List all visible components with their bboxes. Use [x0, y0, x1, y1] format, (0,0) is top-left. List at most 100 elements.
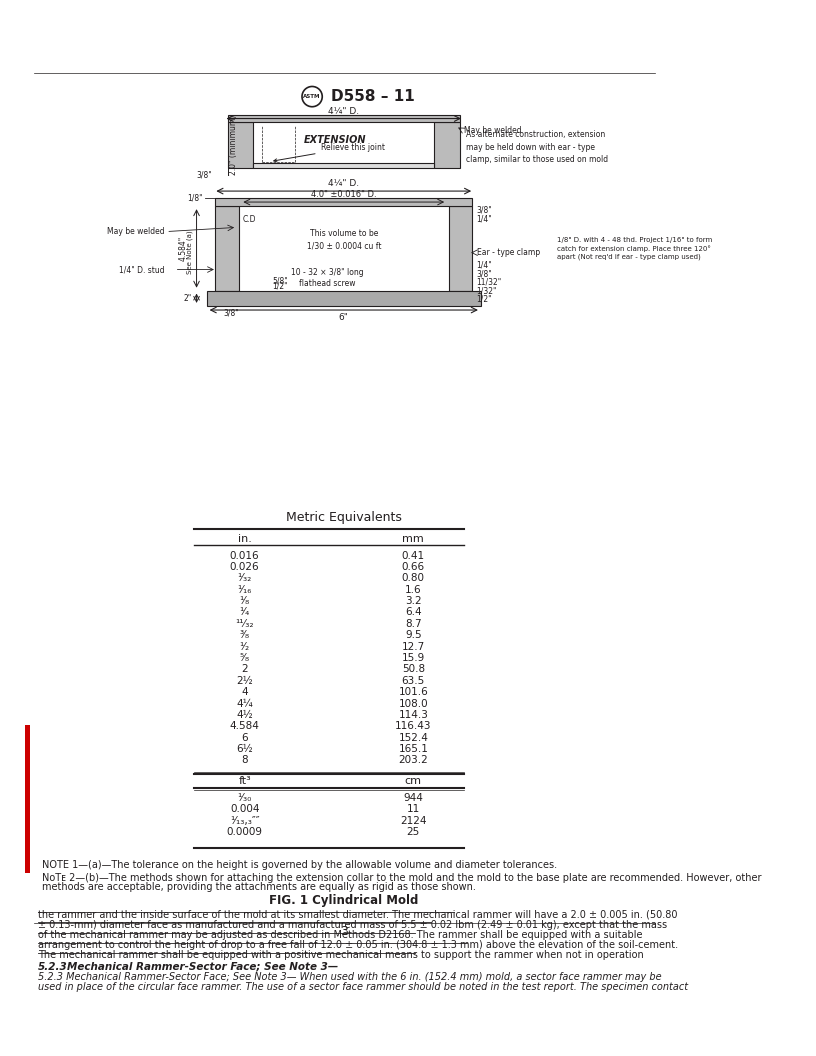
Text: 25: 25 — [406, 827, 420, 837]
Text: 6": 6" — [339, 314, 348, 322]
Bar — [434, 121, 459, 168]
Text: ASTM: ASTM — [304, 94, 321, 99]
Bar — [215, 206, 239, 290]
Text: ¹⁄₂: ¹⁄₂ — [240, 642, 250, 652]
Text: ft³: ft³ — [238, 776, 251, 786]
Text: EXTENSION: EXTENSION — [304, 135, 366, 146]
Text: 1/4" D. stud: 1/4" D. stud — [119, 265, 165, 275]
Text: 5.2.3 Mechanical Rammer-Sector Face; See Note 3— When used with the 6 in. (152.4: 5.2.3 Mechanical Rammer-Sector Face; See… — [38, 972, 662, 982]
Text: 4.584": 4.584" — [179, 235, 188, 261]
Text: See Note (a): See Note (a) — [187, 231, 193, 275]
Text: 1/8" D. with 4 - 48 thd. Project 1/16" to form
catch for extension clamp. Place : 1/8" D. with 4 - 48 thd. Project 1/16" t… — [557, 237, 712, 260]
Text: ¹⁄₄: ¹⁄₄ — [240, 607, 250, 618]
Text: 4¼" D.: 4¼" D. — [328, 107, 359, 116]
Text: 1.6: 1.6 — [405, 585, 422, 595]
Text: 114.3: 114.3 — [398, 710, 428, 720]
Text: 1/2": 1/2" — [273, 282, 288, 290]
Text: 4.0" ±0.016" D.: 4.0" ±0.016" D. — [311, 190, 376, 199]
Text: 0.41: 0.41 — [401, 550, 425, 561]
Text: Mechanical Rammer-Sector Face; See Note 3—: Mechanical Rammer-Sector Face; See Note … — [68, 962, 339, 972]
Bar — [25, 725, 29, 872]
Text: mm: mm — [402, 534, 424, 545]
Text: 4¼: 4¼ — [237, 699, 253, 709]
Text: 15.9: 15.9 — [401, 653, 425, 663]
Text: 203.2: 203.2 — [398, 755, 428, 766]
Text: 9.5: 9.5 — [405, 630, 422, 640]
Text: 8: 8 — [242, 755, 248, 766]
Text: The mechanical rammer shall be equipped with a positive mechanical means to supp: The mechanical rammer shall be equipped … — [38, 950, 644, 960]
Text: 1/2": 1/2" — [477, 295, 492, 303]
Text: 2.0" (minimum): 2.0" (minimum) — [229, 115, 238, 175]
Text: methods are acceptable, providing the attachments are equally as rigid as those : methods are acceptable, providing the at… — [42, 883, 476, 892]
Text: 3/8": 3/8" — [477, 206, 492, 215]
Text: D558 – 11: D558 – 11 — [330, 89, 415, 105]
Text: 116.43: 116.43 — [395, 721, 432, 732]
Text: 8.7: 8.7 — [405, 619, 422, 628]
Text: 5/8": 5/8" — [273, 276, 288, 285]
Text: Ear - type clamp: Ear - type clamp — [477, 248, 539, 258]
Text: ¹⁄₈: ¹⁄₈ — [240, 596, 250, 606]
Text: 3.2: 3.2 — [405, 596, 422, 606]
Text: As alternate construction, extension
may be held down with ear - type
clamp, sim: As alternate construction, extension may… — [467, 130, 609, 165]
Text: 152.4: 152.4 — [398, 733, 428, 742]
Text: 1/8": 1/8" — [187, 193, 202, 203]
Text: 2: 2 — [242, 664, 248, 675]
Text: 3: 3 — [340, 925, 348, 938]
Text: FIG. 1 Cylindrical Mold: FIG. 1 Cylindrical Mold — [269, 894, 419, 907]
Text: 1/32": 1/32" — [477, 286, 497, 295]
Text: 6.4: 6.4 — [405, 607, 422, 618]
Text: 5.2.3: 5.2.3 — [38, 962, 68, 972]
Text: 2½: 2½ — [237, 676, 253, 685]
Text: ⁵⁄₈: ⁵⁄₈ — [240, 653, 250, 663]
Text: Relieve this joint: Relieve this joint — [273, 143, 384, 162]
Text: ¹⁄₃₂: ¹⁄₃₂ — [237, 573, 252, 583]
Text: May be welded: May be welded — [107, 227, 165, 237]
Text: 4½: 4½ — [237, 710, 253, 720]
Text: Metric Equivalents: Metric Equivalents — [286, 511, 402, 524]
Text: NᴏTᴇ 2—(b)—The methods shown for attaching the extension collar to the mold and : NᴏTᴇ 2—(b)—The methods shown for attachi… — [42, 873, 761, 883]
Text: 6: 6 — [242, 733, 248, 742]
Bar — [215, 197, 472, 206]
Bar — [449, 206, 472, 290]
Text: 3/8": 3/8" — [197, 171, 213, 180]
Text: 6½: 6½ — [237, 744, 253, 754]
Text: 0.0009: 0.0009 — [227, 827, 263, 837]
Text: ¹⁄₁₃,₃″″: ¹⁄₁₃,₃″″ — [230, 816, 259, 826]
Bar — [253, 164, 434, 168]
Text: 11/32": 11/32" — [477, 278, 502, 286]
Text: 2": 2" — [184, 294, 192, 303]
Text: This volume to be
1/30 ± 0.0004 cu ft: This volume to be 1/30 ± 0.0004 cu ft — [307, 229, 381, 250]
Text: 4.584: 4.584 — [229, 721, 259, 732]
Text: arrangement to control the height of drop to a free fall of 12.0 ± 0.05 in. (304: arrangement to control the height of dro… — [38, 940, 678, 949]
Text: the rammer and the inside surface of the mold at its smallest diameter. The mech: the rammer and the inside surface of the… — [38, 909, 677, 920]
Bar — [206, 290, 481, 306]
Text: ¹¹⁄₃₂: ¹¹⁄₃₂ — [235, 619, 254, 628]
Text: 4: 4 — [242, 687, 248, 697]
Text: NOTE 1—(a)—The tolerance on the height is governed by the allowable volume and d: NOTE 1—(a)—The tolerance on the height i… — [42, 861, 557, 870]
Text: 0.80: 0.80 — [401, 573, 425, 583]
Text: cm: cm — [405, 776, 422, 786]
Text: 101.6: 101.6 — [398, 687, 428, 697]
Text: 3/8": 3/8" — [224, 308, 239, 318]
Text: 3/8": 3/8" — [477, 269, 492, 278]
Text: 11: 11 — [406, 805, 420, 814]
Text: 944: 944 — [403, 793, 424, 803]
Text: 165.1: 165.1 — [398, 744, 428, 754]
Text: 0.004: 0.004 — [230, 805, 259, 814]
Text: 2124: 2124 — [400, 816, 427, 826]
Text: C.D: C.D — [243, 214, 256, 224]
Text: 0.016: 0.016 — [230, 550, 259, 561]
Text: ¹⁄₁₆: ¹⁄₁₆ — [237, 585, 252, 595]
Text: 1/4": 1/4" — [477, 214, 492, 224]
Text: ¹⁄₃₀: ¹⁄₃₀ — [237, 793, 252, 803]
Text: 108.0: 108.0 — [398, 699, 428, 709]
Text: in.: in. — [237, 534, 251, 545]
Text: 1/4": 1/4" — [477, 261, 492, 270]
Text: 4¼" D.: 4¼" D. — [328, 178, 359, 188]
Text: used in place of the circular face rammer. The use of a sector face rammer shoul: used in place of the circular face ramme… — [38, 982, 688, 992]
Text: 10 - 32 × 3/8" long
flathead screw: 10 - 32 × 3/8" long flathead screw — [290, 267, 363, 288]
Bar — [228, 121, 253, 168]
Bar — [228, 115, 459, 121]
Text: 12.7: 12.7 — [401, 642, 425, 652]
Text: 0.026: 0.026 — [230, 562, 259, 572]
